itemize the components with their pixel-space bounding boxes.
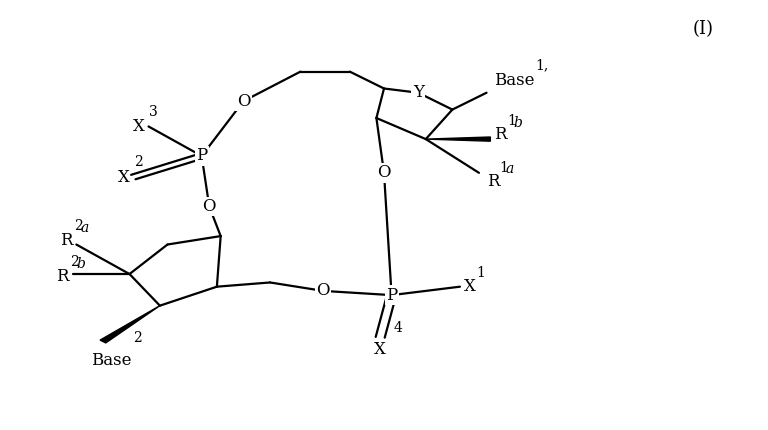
Text: O: O [316,283,330,299]
Text: Base: Base [494,71,535,89]
Text: 2: 2 [74,219,83,233]
Text: R: R [487,173,499,190]
Text: Y: Y [412,84,424,101]
Text: b: b [513,116,522,130]
Text: a: a [80,221,88,235]
Text: O: O [203,198,216,215]
Text: X: X [464,278,475,295]
Text: 1: 1 [499,160,508,175]
Text: 2: 2 [134,156,143,169]
Text: O: O [237,92,250,110]
Text: 1,: 1, [535,58,548,73]
Text: a: a [505,162,514,176]
Polygon shape [100,306,160,343]
Text: P: P [386,287,397,304]
Text: 1: 1 [477,265,485,280]
Text: R: R [60,232,72,249]
Text: 1: 1 [507,114,516,128]
Text: 2: 2 [70,255,79,269]
Text: 4: 4 [394,321,402,335]
Text: 2: 2 [134,331,142,345]
Text: 3: 3 [149,105,158,119]
Text: Base: Base [91,352,132,369]
Text: R: R [494,126,507,143]
Text: P: P [196,147,207,164]
Text: b: b [76,257,85,270]
Text: R: R [56,267,69,285]
Text: (I): (I) [693,21,713,38]
Text: X: X [374,341,386,359]
Text: X: X [118,169,130,186]
Polygon shape [425,137,490,141]
Text: X: X [133,118,144,135]
Text: O: O [377,164,391,181]
